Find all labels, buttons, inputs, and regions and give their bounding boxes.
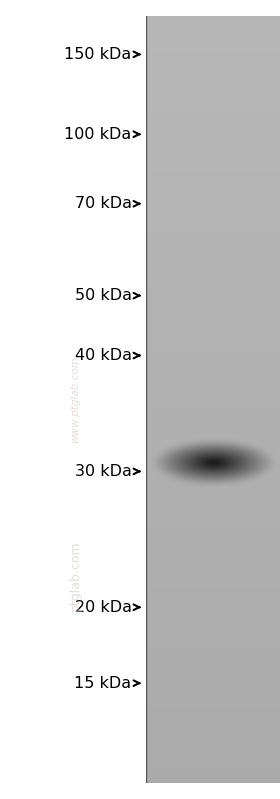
Text: 150 kDa: 150 kDa [64,47,132,62]
Text: 15 kDa: 15 kDa [74,676,132,690]
Text: 20 kDa: 20 kDa [74,600,132,614]
Text: www.ptglab.com: www.ptglab.com [71,356,81,443]
Text: 70 kDa: 70 kDa [74,197,132,211]
Text: 100 kDa: 100 kDa [64,127,132,141]
Text: 40 kDa: 40 kDa [74,348,132,363]
Text: 50 kDa: 50 kDa [74,288,132,303]
Text: ptglab.com: ptglab.com [69,540,82,610]
Text: 30 kDa: 30 kDa [75,464,132,479]
